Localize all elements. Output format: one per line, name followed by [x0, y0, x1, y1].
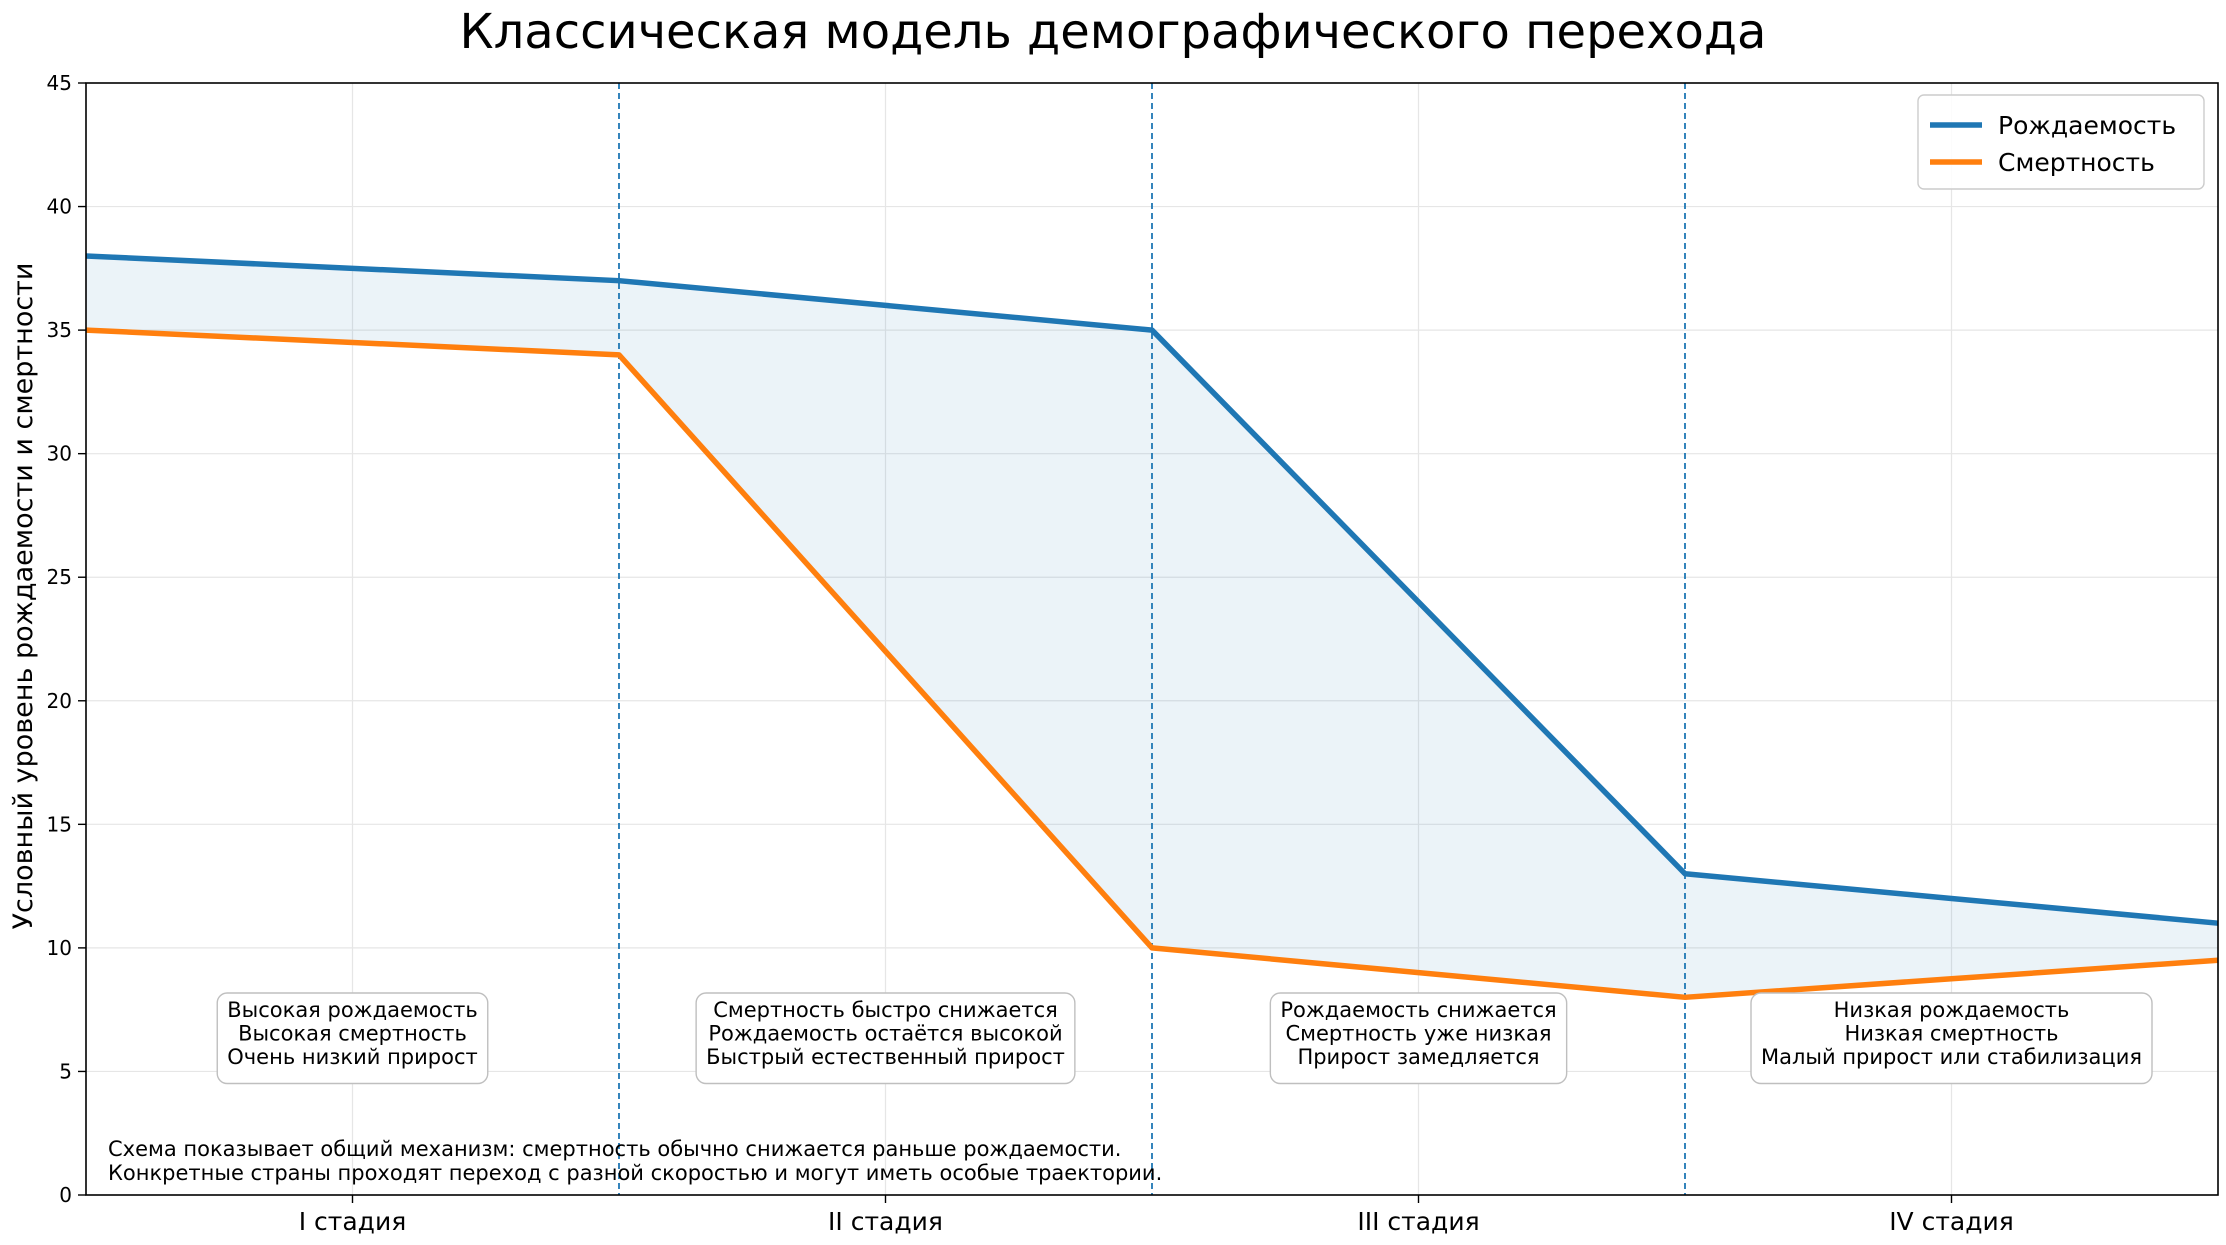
x-tick-label: IV стадия: [1889, 1207, 2014, 1236]
death-rate-line: [85, 327, 2219, 1001]
legend-frame: [1917, 94, 2205, 190]
footnote-line: Схема показывает общий механизм: смертно…: [108, 1137, 1121, 1161]
legend-label: Рождаемость: [1998, 111, 2176, 140]
stage-box-line: Прирост замедляется: [1297, 1045, 1539, 1069]
stage-box-line: Низкая рождаемость: [1834, 998, 2070, 1022]
stage-box-line: Низкая смертность: [1844, 1022, 2058, 1046]
chart-title: Классическая модель демографического пер…: [460, 4, 1767, 60]
birth-rate-line: [85, 253, 2219, 926]
y-tick-label: 35: [47, 318, 72, 342]
stage-box-line: Смертность уже низкая: [1285, 1022, 1551, 1046]
y-tick-label: 20: [47, 689, 72, 713]
y-tick-label: 30: [47, 442, 72, 466]
y-axis-label: Условный уровень рождаемости и смертност…: [8, 263, 39, 930]
x-tick-label: II стадия: [828, 1207, 943, 1236]
stage-box-line: Рождаемость снижается: [1280, 998, 1556, 1022]
stage-box-line: Быстрый естественный прирост: [706, 1045, 1065, 1069]
x-tick-label: III стадия: [1357, 1207, 1479, 1236]
stage-box-line: Высокая рождаемость: [227, 998, 478, 1022]
stage-box-line: Малый прирост или стабилизация: [1761, 1045, 2142, 1069]
stage-box-frame: [1269, 992, 1568, 1085]
y-tick-label: 40: [47, 195, 72, 219]
stage-box-frame: [216, 992, 489, 1085]
plot-frame: [85, 82, 2219, 1196]
stage-box-line: Высокая смертность: [238, 1022, 467, 1046]
y-tick-label: 5: [59, 1059, 72, 1083]
legend-label: Смертность: [1998, 148, 2155, 177]
y-tick-label: 15: [47, 812, 72, 836]
stage-box-line: Рождаемость остаётся высокой: [708, 1022, 1062, 1046]
y-tick-label: 10: [47, 936, 72, 960]
y-tick-label: 0: [59, 1183, 72, 1207]
y-tick-label: 45: [47, 71, 72, 95]
stage-box-line: Смертность быстро снижается: [713, 998, 1058, 1022]
stage-box-frame: [695, 992, 1076, 1085]
x-tick-label: I стадия: [299, 1207, 407, 1236]
plot-area: 0 5 10 15 20 25 30 35 40 45 I стадия II стадия III с…: [47, 71, 2219, 1236]
stage-box-frame: [1750, 992, 2153, 1085]
y-tick-label: 25: [47, 565, 72, 589]
footnote-line: Конкретные страны проходят переход с раз…: [108, 1161, 1162, 1185]
stage-box-line: Очень низкий прирост: [227, 1045, 478, 1069]
legend: Рождаемость Смертность: [1917, 94, 2205, 190]
